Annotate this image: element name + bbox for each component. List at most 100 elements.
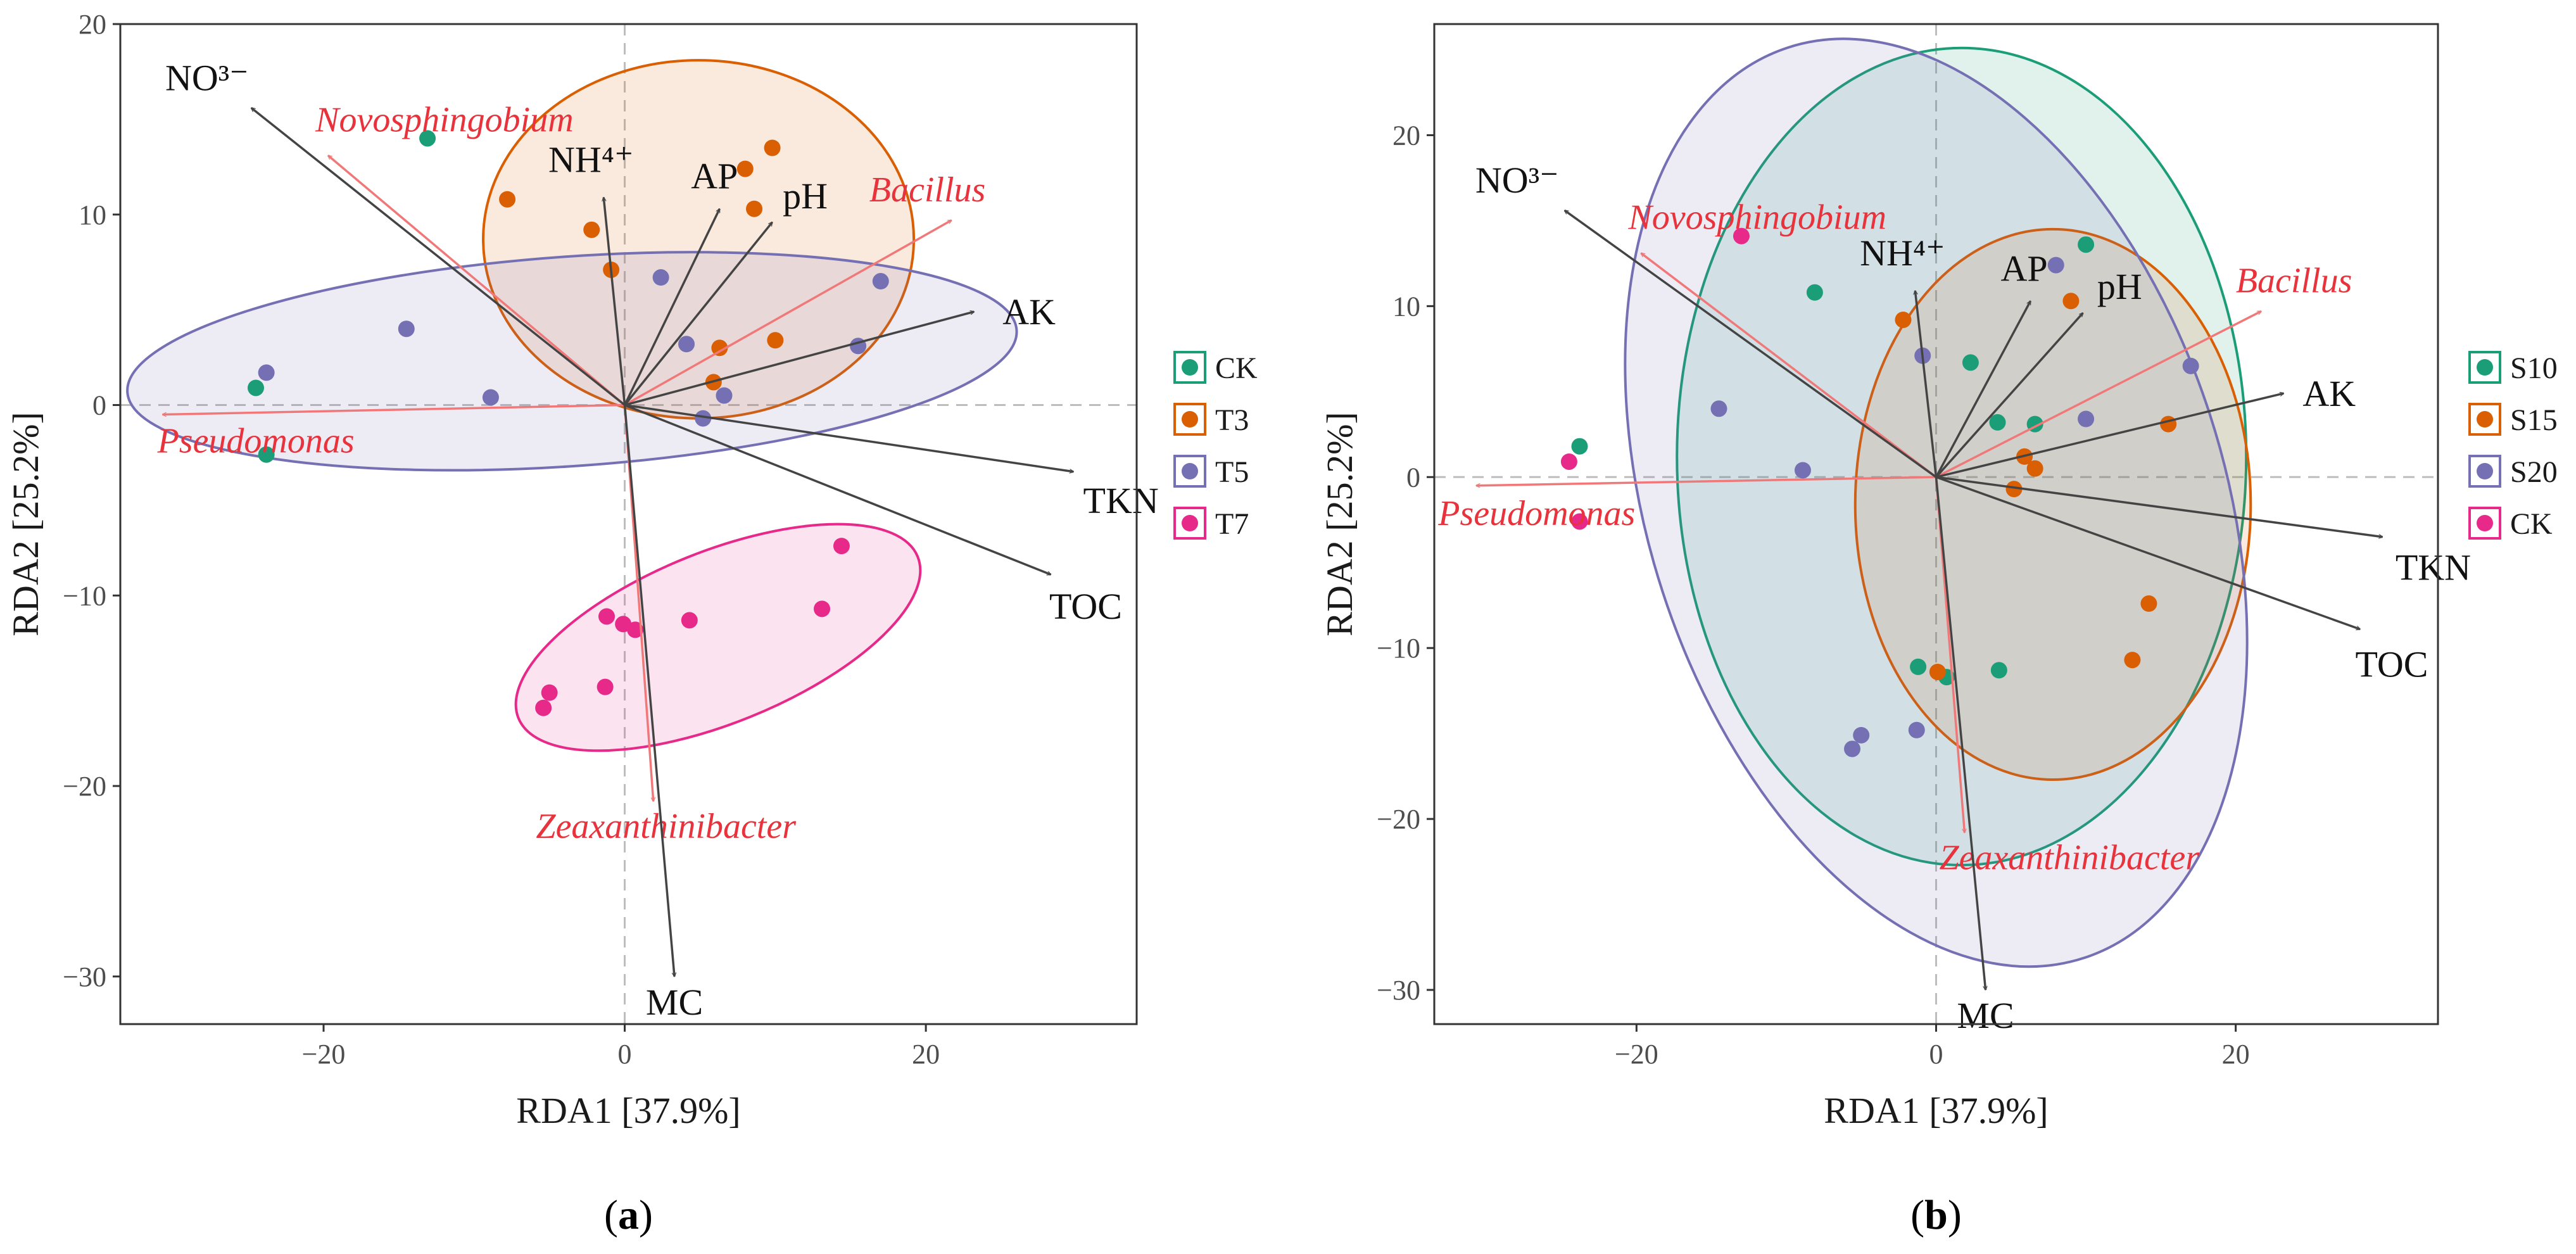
env-arrow	[251, 106, 626, 406]
env-label: TKN	[1083, 480, 1159, 521]
legend-swatch	[1182, 359, 1198, 376]
y-tick-label: 10	[1392, 291, 1420, 322]
legend-label: S20	[2510, 455, 2558, 489]
taxa-label: Novosphingobium	[315, 101, 574, 140]
x-tick-label: 20	[2222, 1039, 2250, 1070]
env-label: NO³⁻	[1475, 160, 1559, 201]
taxa-label: Bacillus	[869, 170, 986, 210]
point-s10	[1990, 662, 2007, 679]
x-axis-title: RDA1 [37.9%]	[1824, 1090, 2048, 1131]
point-t5	[678, 336, 695, 353]
env-label: AK	[2302, 373, 2356, 414]
y-tick-label: −10	[1377, 633, 1420, 664]
y-tick-label: 0	[92, 390, 106, 421]
point-t3	[764, 139, 781, 156]
point-ck	[1571, 513, 1588, 530]
x-axis-title: RDA1 [37.9%]	[516, 1090, 740, 1131]
point-s15	[2160, 415, 2177, 433]
legend-swatch	[2477, 515, 2493, 531]
env-arrow	[624, 403, 1074, 472]
env-label: TKN	[2396, 547, 2471, 588]
point-s20	[1794, 462, 1811, 479]
point-ck	[1560, 453, 1577, 470]
legend-label: T7	[1215, 507, 1249, 541]
taxa-label: Zeaxanthinibacter	[1939, 839, 2199, 878]
taxa-arrow	[1935, 310, 2261, 478]
plot-frame	[119, 23, 1138, 1025]
y-tick-label: 20	[79, 9, 106, 40]
env-arrow	[1935, 476, 2360, 629]
point-s20	[1844, 740, 1861, 757]
env-arrow	[1935, 313, 2084, 478]
point-s20	[2182, 357, 2199, 374]
point-s10	[1989, 414, 2006, 431]
y-tick-label: 10	[79, 200, 106, 231]
env-arrow	[624, 403, 1051, 576]
point-s15	[2140, 595, 2157, 612]
point-t3	[711, 339, 728, 357]
point-t7	[598, 608, 616, 625]
point-t7	[833, 538, 850, 555]
y-tick-label: −30	[1377, 975, 1420, 1006]
env-arrow	[624, 312, 975, 407]
point-s15	[1929, 663, 1946, 680]
point-s10	[1962, 354, 1979, 371]
legend-swatch	[1182, 411, 1198, 428]
env-arrow	[623, 405, 674, 977]
env-label: TOC	[1049, 586, 1122, 627]
env-label: pH	[2097, 266, 2142, 307]
point-t5	[258, 364, 275, 381]
taxa-label: Zeaxanthinibacter	[536, 807, 796, 846]
taxa-label: Pseudomonas	[157, 422, 355, 461]
legend-label: S15	[2510, 403, 2558, 437]
point-s20	[2047, 256, 2064, 274]
y-tick-label: −20	[63, 771, 106, 802]
ellipse-s20	[1624, 37, 2249, 968]
point-ck	[248, 379, 264, 396]
point-ck	[1733, 227, 1750, 244]
point-t7	[627, 621, 644, 638]
point-t3	[767, 332, 784, 349]
taxa-label: Pseudomonas	[1437, 494, 1635, 533]
env-arrow	[1915, 291, 1938, 478]
point-t3	[499, 191, 516, 208]
x-tick-label: 20	[912, 1039, 940, 1070]
panel-b: Novosphingobium Bacillus Pseudomonas Zeaxan…	[1319, 23, 2558, 1238]
x-tick-label: 0	[1929, 1039, 1943, 1070]
legend-swatch	[1182, 463, 1198, 479]
point-s20	[1853, 726, 1870, 744]
point-t7	[597, 678, 614, 695]
point-s15	[1895, 311, 1912, 328]
point-s20	[2078, 410, 2095, 428]
legend-label: CK	[2510, 507, 2553, 541]
ellipse-s10	[1676, 46, 2248, 866]
env-arrow	[1935, 301, 2032, 478]
point-t3	[736, 160, 754, 177]
point-s15	[2124, 652, 2141, 669]
point-t5	[652, 269, 669, 286]
point-s10	[1571, 438, 1588, 455]
point-s20	[1908, 721, 1925, 738]
point-ck	[258, 446, 275, 463]
legend-label: CK	[1215, 352, 1258, 385]
env-arrow	[624, 222, 773, 406]
plot-background	[120, 24, 1137, 1024]
y-tick-label: 20	[1392, 120, 1420, 151]
panel-label: (a)	[604, 1192, 653, 1238]
y-tick-label: 0	[1406, 462, 1420, 493]
env-arrow	[1936, 476, 2383, 536]
point-t5	[872, 273, 889, 290]
legend-swatch	[2477, 463, 2493, 479]
env-arrow	[1935, 477, 1986, 990]
taxa-arrow	[163, 403, 625, 415]
y-tick-label: −20	[1377, 804, 1420, 835]
point-s10	[2078, 236, 2095, 253]
taxa-arrow	[1476, 476, 1936, 485]
legend-swatch	[2477, 359, 2493, 376]
point-t7	[541, 684, 558, 701]
env-label: NO³⁻	[165, 57, 249, 98]
point-s10	[1910, 658, 1927, 675]
y-axis-title: RDA2 [25.2%]	[5, 412, 46, 636]
env-label: NH⁴⁺	[548, 139, 634, 180]
